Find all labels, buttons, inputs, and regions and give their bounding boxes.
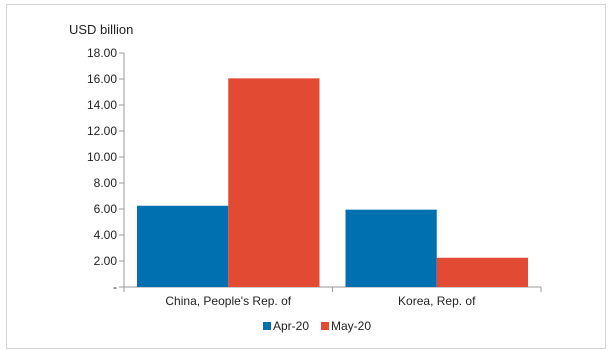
y-tick-label: 2.00 [94, 254, 118, 268]
y-tick-label: - [113, 280, 117, 294]
bar-may-20 [436, 257, 528, 287]
y-tick-label: 6.00 [94, 202, 118, 216]
y-tick-label: 4.00 [94, 228, 118, 242]
y-axis-label: USD billion [69, 22, 134, 37]
bar-apr-20 [345, 209, 437, 287]
y-tick-label: 16.00 [87, 72, 117, 86]
bar-apr-20 [137, 205, 229, 287]
top-strip [0, 0, 614, 4]
y-tick-label: 10.00 [87, 150, 117, 164]
y-tick-label: 12.00 [87, 124, 117, 138]
x-tick-label: Korea, Rep. of [398, 294, 476, 308]
legend-label: Apr-20 [273, 319, 309, 333]
legend-swatch [263, 322, 271, 330]
x-tick-label: China, People's Rep. of [165, 294, 291, 308]
bar-may-20 [228, 78, 320, 287]
legend-label: May-20 [331, 319, 371, 333]
y-tick-label: 18.00 [87, 46, 117, 60]
legend-swatch [321, 322, 329, 330]
y-tick-label: 14.00 [87, 98, 117, 112]
y-tick-label: 8.00 [94, 176, 118, 190]
